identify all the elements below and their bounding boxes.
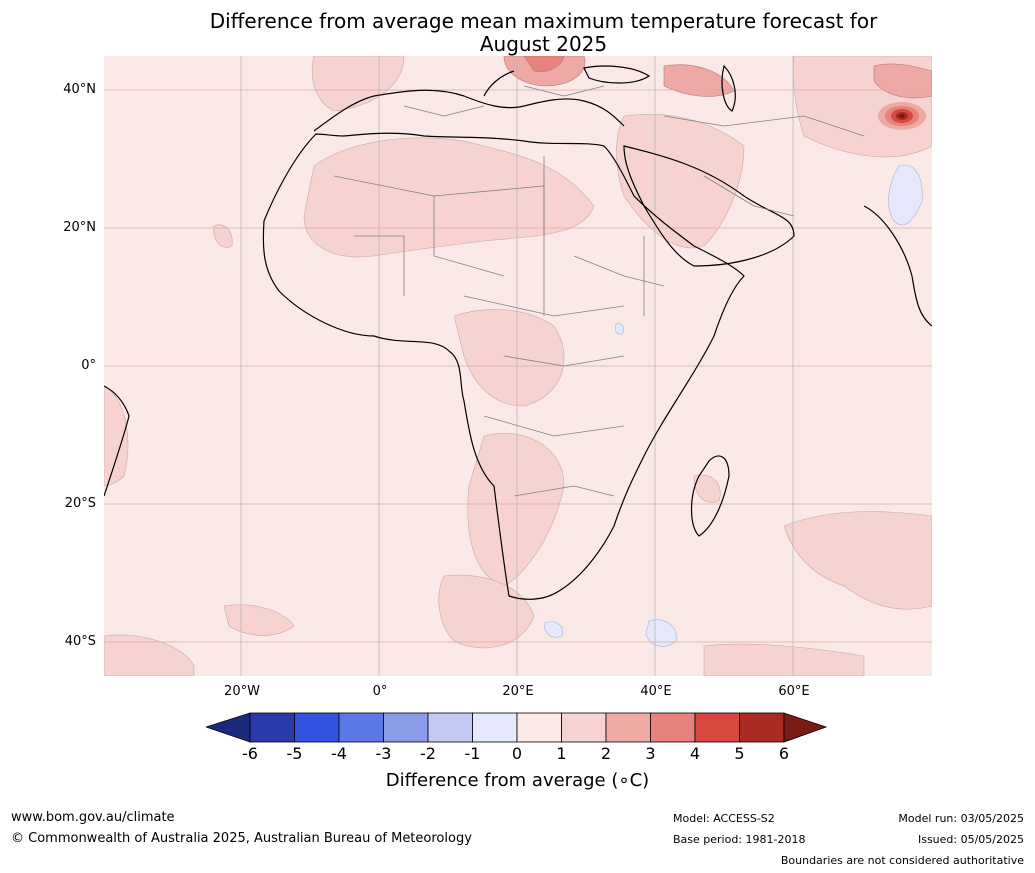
map-title-line2: August 2025 [479,32,608,56]
map-title-line1: Difference from average mean maximum tem… [209,9,878,33]
colorbar-tick-label: 1 [556,744,567,763]
colorbar-tick-label: 6 [778,744,790,763]
anomaly-high-patches [503,56,932,99]
map-title: Difference from average mean maximum tem… [0,10,1035,56]
lon-label-40e: 40°E [640,684,672,699]
lon-label-0: 0° [372,684,388,699]
coastlines [104,64,932,600]
graticule [104,89,932,643]
colorbar-cell [694,712,740,743]
colorbar-tick-label: 5 [734,744,745,763]
footer-website: www.bom.gov.au/climate [11,810,175,825]
country-borders [333,85,865,497]
footer-model: Model: ACCESS-S2 [673,812,775,825]
colorbar-tick-label: -6 [242,744,258,763]
colorbar-tick-label: 2 [600,744,612,763]
lat-label-40s: 40°S [64,634,96,649]
lat-label-40n: 40°N [63,82,96,97]
colorbar [206,712,828,743]
colorbar-tick-label: -5 [286,744,303,763]
colorbar-tick-label: 3 [645,744,656,763]
footer-model-run: Model run: 03/05/2025 [898,812,1024,825]
colorbar-cell [249,712,295,743]
map-svg [104,56,932,676]
colorbar-tick-label: -3 [375,744,392,763]
lon-label-20e: 20°E [502,684,534,699]
anomaly-map [104,56,932,676]
colorbar-over-arrow [783,712,828,743]
colorbar-cell [338,712,384,743]
colorbar-tick-label: -1 [464,744,481,763]
colorbar-cell [427,712,473,743]
colorbar-cell [650,712,696,743]
lat-label-20s: 20°S [64,496,96,511]
colorbar-cell [383,712,429,743]
colorbar-cell [561,712,607,743]
colorbar-cell [472,712,518,743]
meridians [240,56,794,676]
footer-copyright: © Commonwealth of Australia 2025, Austra… [11,831,472,846]
colorbar-cell [605,712,651,743]
colorbar-tick-label: 4 [689,744,701,763]
colorbar-cell [739,712,785,743]
colorbar-tick-label: -2 [420,744,436,763]
lon-label-20w: 20°W [224,684,260,699]
lat-label-equator: 0° [81,358,96,373]
footer-issued: Issued: 05/05/2025 [917,833,1024,846]
footer-base-period: Base period: 1981-2018 [673,833,806,846]
lat-label-20n: 20°N [63,220,96,235]
colorbar-label: Difference from average (∘C) [385,770,650,791]
lon-label-60e: 60°E [778,684,810,699]
colorbar-tick-label: -4 [331,744,347,763]
colorbar-cell [294,712,340,743]
footer-disclaimer: Boundaries are not considered authoritat… [780,854,1024,867]
anomaly-cool-patches [543,164,923,647]
colorbar-under-arrow [206,712,251,743]
colorbar-tick-label: 0 [511,744,523,763]
hotspot-patch [878,102,926,130]
colorbar-cell [516,712,562,743]
